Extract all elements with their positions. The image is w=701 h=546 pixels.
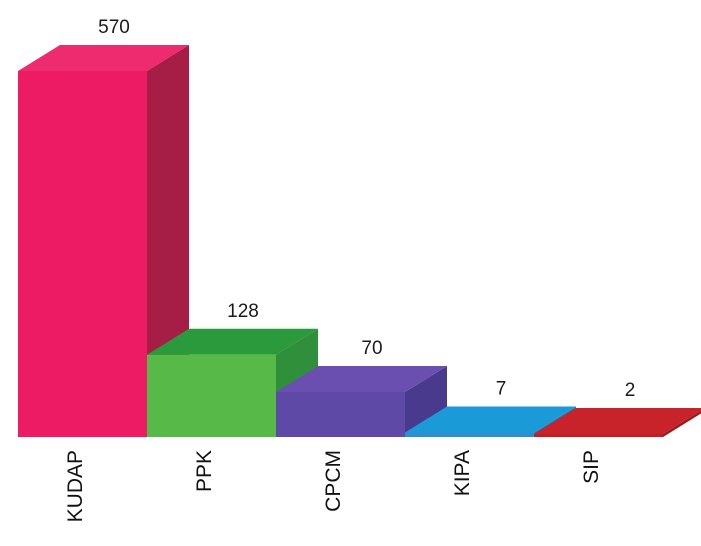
bar-kudap [18, 45, 189, 437]
bar-cpcm [276, 366, 447, 437]
value-label-kudap: 570 [98, 17, 130, 38]
bar-front-face [405, 432, 534, 437]
value-labels-layer: 570 128 70 7 2 [98, 17, 635, 401]
bar-top-face [147, 328, 318, 355]
bar-front-face [147, 354, 276, 437]
category-label-kudap: KUDAP [64, 450, 87, 522]
bar-top-face [276, 366, 447, 393]
bar-sip [534, 408, 701, 437]
bars-layer [18, 45, 701, 437]
category-label-kipa: KIPA [451, 450, 474, 496]
bar-top-face [18, 45, 189, 71]
category-label-cpcm: CPCM [322, 450, 345, 512]
bar-side-face [663, 410, 701, 437]
category-labels-layer: KUDAP PPK CPCM KIPA SIP [64, 450, 603, 522]
value-label-cpcm: 70 [361, 338, 382, 359]
bar-front-face [18, 71, 147, 437]
bar-top-face [405, 406, 576, 433]
value-label-kipa: 7 [496, 379, 507, 400]
bar-side-face [405, 366, 447, 437]
value-label-sip: 2 [625, 380, 636, 401]
bar-top-face [534, 408, 701, 434]
category-label-ppk: PPK [193, 450, 216, 492]
bar-front-face [534, 434, 663, 437]
value-label-ppk: 128 [227, 301, 259, 322]
bar-front-face [276, 392, 405, 437]
category-label-sip: SIP [580, 450, 603, 484]
